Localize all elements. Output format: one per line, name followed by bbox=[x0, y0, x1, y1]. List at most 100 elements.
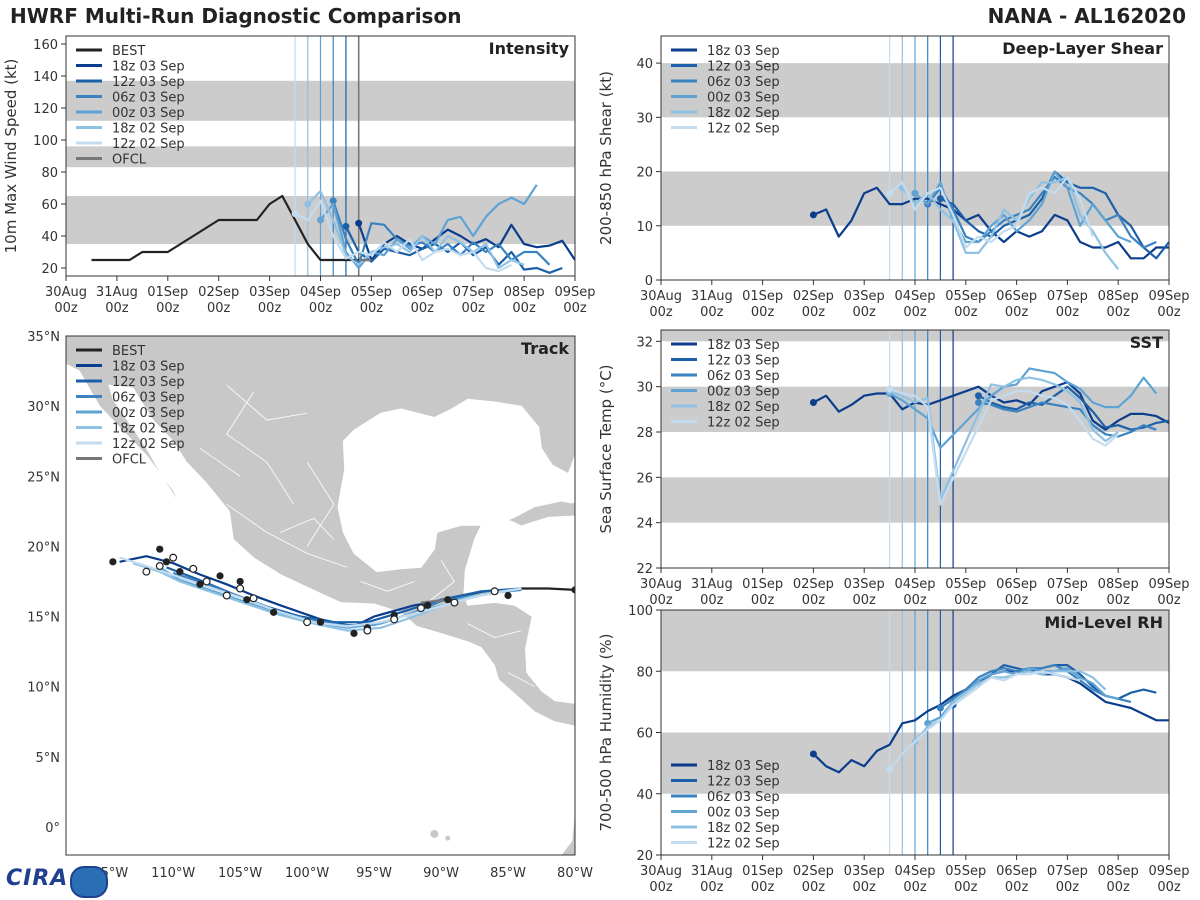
shear-xtick-sub-1: 00z bbox=[700, 305, 724, 320]
shear-xtick-label-6: 05Sep bbox=[945, 289, 986, 304]
shear-ytick-label-3: 30 bbox=[636, 111, 653, 126]
intensity-title: Intensity bbox=[489, 39, 570, 58]
sst-title: SST bbox=[1130, 333, 1163, 352]
sst-ytick-label-2: 26 bbox=[636, 471, 653, 486]
track-legend-label-0: BEST bbox=[112, 344, 145, 359]
rh-xtick-label-5: 04Sep bbox=[894, 864, 935, 879]
sst-ytick-label-0: 22 bbox=[636, 562, 653, 577]
track-best-point-12 bbox=[196, 580, 204, 588]
rh-title: Mid-Level RH bbox=[1044, 613, 1163, 632]
rh-xtick-sub-7: 00z bbox=[1005, 880, 1029, 895]
intensity-series-5 bbox=[307, 190, 525, 270]
land-jamaica bbox=[598, 570, 626, 577]
rh-series-start-2 bbox=[936, 704, 944, 712]
state-border-6 bbox=[226, 384, 308, 421]
shear-xtick-label-7: 06Sep bbox=[996, 289, 1037, 304]
intensity-series-start-3 bbox=[329, 197, 337, 205]
panel-shear: 01020304030Aug00z31Aug00z01Sep00z02Sep00… bbox=[597, 35, 1190, 320]
rh-legend-label-0: 18z 03 Sep bbox=[707, 759, 780, 774]
shear-xtick-label-0: 30Aug bbox=[640, 289, 682, 304]
track-xtick-label-5: 90°W bbox=[423, 866, 459, 881]
sst-xtick-label-6: 05Sep bbox=[945, 577, 986, 592]
intensity-series-2 bbox=[345, 225, 563, 274]
track-best-point-10 bbox=[236, 577, 244, 586]
track-frame bbox=[65, 335, 576, 856]
shear-legend-label-3: 00z 03 Sep bbox=[707, 91, 780, 106]
state-border-0 bbox=[226, 391, 295, 505]
intensity-legend-label-1: 18z 03 Sep bbox=[112, 60, 185, 75]
sst-xtick-sub-5: 00z bbox=[903, 593, 927, 608]
track-forecast-point-2 bbox=[416, 604, 425, 613]
rh-ytick-label-4: 100 bbox=[628, 604, 653, 619]
sst-xtick-label-4: 03Sep bbox=[844, 577, 885, 592]
intensity-xtick-label-3: 02Sep bbox=[198, 285, 239, 300]
shear-xtick-label-10: 09Sep bbox=[1148, 289, 1189, 304]
intensity-xtick-label-6: 05Sep bbox=[351, 285, 392, 300]
track-ytick-label-3: 15°N bbox=[27, 611, 60, 626]
sst-series-5 bbox=[889, 387, 1119, 506]
track-forecast-point-3 bbox=[390, 615, 399, 624]
state-border-9 bbox=[507, 672, 535, 688]
rh-legend-label-1: 12z 03 Sep bbox=[707, 775, 780, 790]
intensity-xtick-label-0: 30Aug bbox=[45, 285, 87, 300]
intensity-xtick-sub-9: 00z bbox=[512, 301, 536, 316]
rh-xtick-label-10: 09Sep bbox=[1148, 864, 1189, 879]
rh-legend-label-3: 00z 03 Sep bbox=[707, 806, 780, 821]
intensity-xtick-label-4: 03Sep bbox=[249, 285, 290, 300]
rh-xtick-label-3: 02Sep bbox=[793, 864, 834, 879]
rh-xtick-sub-8: 00z bbox=[1056, 880, 1080, 895]
intensity-xtick-label-7: 06Sep bbox=[402, 285, 443, 300]
track-series-7 bbox=[420, 598, 448, 604]
intensity-ytick-label-2: 60 bbox=[41, 198, 58, 213]
sst-xtick-sub-0: 00z bbox=[649, 593, 673, 608]
state-border-5 bbox=[360, 581, 415, 592]
rh-ytick-label-2: 60 bbox=[636, 727, 653, 742]
rh-xtick-label-1: 31Aug bbox=[691, 864, 733, 879]
intensity-xtick-sub-6: 00z bbox=[360, 301, 384, 316]
state-border-2 bbox=[226, 503, 348, 568]
shear-legend-label-2: 06z 03 Sep bbox=[707, 75, 780, 90]
track-forecast-point-10 bbox=[189, 564, 198, 573]
figure-title: HWRF Multi-Run Diagnostic Comparison bbox=[10, 4, 462, 28]
shear-ytick-label-4: 40 bbox=[636, 57, 653, 72]
track-legend-label-3: 06z 03 Sep bbox=[112, 391, 185, 406]
land-south-america bbox=[561, 812, 575, 855]
track-best-point-1 bbox=[504, 591, 512, 600]
land-galapagos bbox=[430, 829, 439, 838]
track-forecast-point-4 bbox=[363, 626, 372, 635]
intensity-xtick-label-5: 04Sep bbox=[300, 285, 341, 300]
sst-xtick-sub-6: 00z bbox=[954, 593, 978, 608]
intensity-ytick-label-0: 20 bbox=[41, 262, 58, 277]
shear-series-start-5 bbox=[886, 189, 894, 197]
intensity-xtick-label-10: 09Sep bbox=[554, 285, 595, 300]
shear-series-start-0 bbox=[809, 211, 817, 219]
panel-rh: 2040608010030Aug00z31Aug00z01Sep00z02Sep… bbox=[597, 604, 1190, 895]
track-forecast-point-6 bbox=[249, 594, 258, 603]
sst-series-start-1 bbox=[975, 392, 982, 400]
state-border-1 bbox=[306, 461, 335, 547]
intensity-legend-label-4: 00z 03 Sep bbox=[112, 106, 185, 121]
sst-xtick-label-1: 31Aug bbox=[691, 577, 733, 592]
intensity-xtick-sub-0: 00z bbox=[54, 301, 78, 316]
rh-series-5 bbox=[888, 670, 1081, 770]
rh-legend-label-2: 06z 03 Sep bbox=[707, 790, 780, 805]
shear-xtick-label-5: 04Sep bbox=[894, 289, 935, 304]
track-forecast-point-0 bbox=[490, 587, 499, 596]
track-xtick-label-6: 85°W bbox=[490, 866, 526, 881]
shear-xtick-label-3: 02Sep bbox=[793, 289, 834, 304]
sst-ytick-label-4: 30 bbox=[636, 381, 653, 396]
track-forecast-point-9 bbox=[202, 577, 211, 586]
rh-xtick-label-0: 30Aug bbox=[640, 864, 682, 879]
track-best-point-13 bbox=[176, 568, 184, 576]
track-ytick-label-1: 5°N bbox=[36, 751, 61, 766]
shear-ytick-label-2: 20 bbox=[636, 166, 653, 181]
sst-xtick-label-8: 07Sep bbox=[1047, 577, 1088, 592]
rh-xtick-label-2: 01Sep bbox=[742, 864, 783, 879]
rh-series-start-5 bbox=[886, 765, 894, 773]
shear-ylabel: 200-850 hPa Shear (kt) bbox=[597, 71, 615, 245]
intensity-legend-label-3: 06z 03 Sep bbox=[112, 91, 185, 106]
intensity-xtick-sub-5: 00z bbox=[309, 301, 333, 316]
rh-xtick-sub-3: 00z bbox=[802, 880, 826, 895]
sst-xtick-label-0: 30Aug bbox=[640, 577, 682, 592]
